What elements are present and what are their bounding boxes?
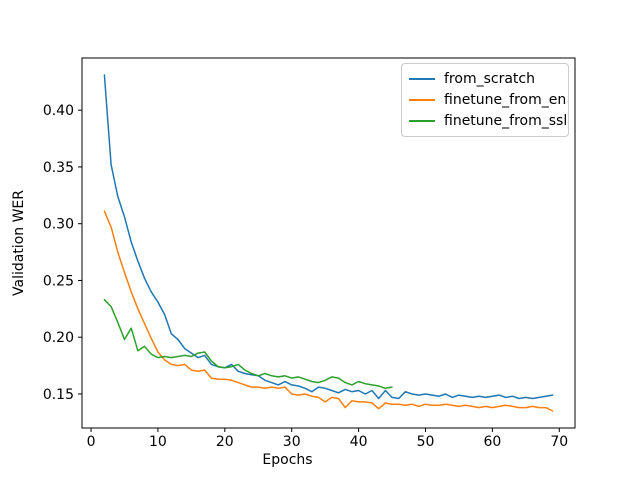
y-tick-label: 0.20 [43, 330, 74, 346]
x-tick-label: 10 [149, 434, 167, 450]
x-tick-label: 0 [87, 434, 96, 450]
legend-label: from_scratch [444, 71, 535, 88]
x-tick-label: 30 [283, 434, 301, 450]
finetune-from-en-line-swatch [409, 99, 435, 101]
from-scratch-line-swatch [409, 78, 435, 81]
legend-item-finetune-from-en: finetune_from_en [409, 90, 566, 111]
legend-label: finetune_from_en [444, 92, 567, 108]
legend: from_scratch finetune_from_en finetune_f… [401, 63, 569, 137]
y-axis-label: Validation WER [11, 190, 27, 296]
y-tick-label: 0.35 [43, 160, 74, 176]
y-tick-label: 0.15 [43, 387, 74, 403]
x-tick-label: 50 [417, 434, 435, 450]
finetune-from-ssl-line-swatch [409, 119, 435, 122]
y-tick-label: 0.30 [43, 217, 74, 233]
axes-frame [81, 57, 576, 429]
legend-item-from-scratch: from_scratch [409, 69, 560, 90]
x-axis-label: Epochs [262, 452, 313, 468]
x-tick-label: 40 [350, 434, 368, 450]
series-line-finetune_from_ssl [103, 298, 393, 390]
x-tick-label: 20 [216, 434, 234, 450]
legend-label: finetune_from_ssl [444, 112, 568, 129]
y-axis-ticks: 0.15 0.20 0.25 0.30 0.35 0.40 [43, 103, 82, 403]
legend-item-finetune-from-ssl: finetune_from_ssl [409, 110, 567, 131]
x-tick-label: 70 [550, 434, 568, 450]
y-tick-label: 0.40 [43, 103, 74, 119]
series-line-from_scratch [103, 74, 554, 400]
series-line-finetune_from_en [103, 210, 554, 412]
x-tick-label: 60 [483, 434, 501, 450]
y-tick-label: 0.25 [43, 273, 74, 289]
x-axis-ticks: 0 10 20 30 40 50 60 70 [87, 428, 568, 450]
